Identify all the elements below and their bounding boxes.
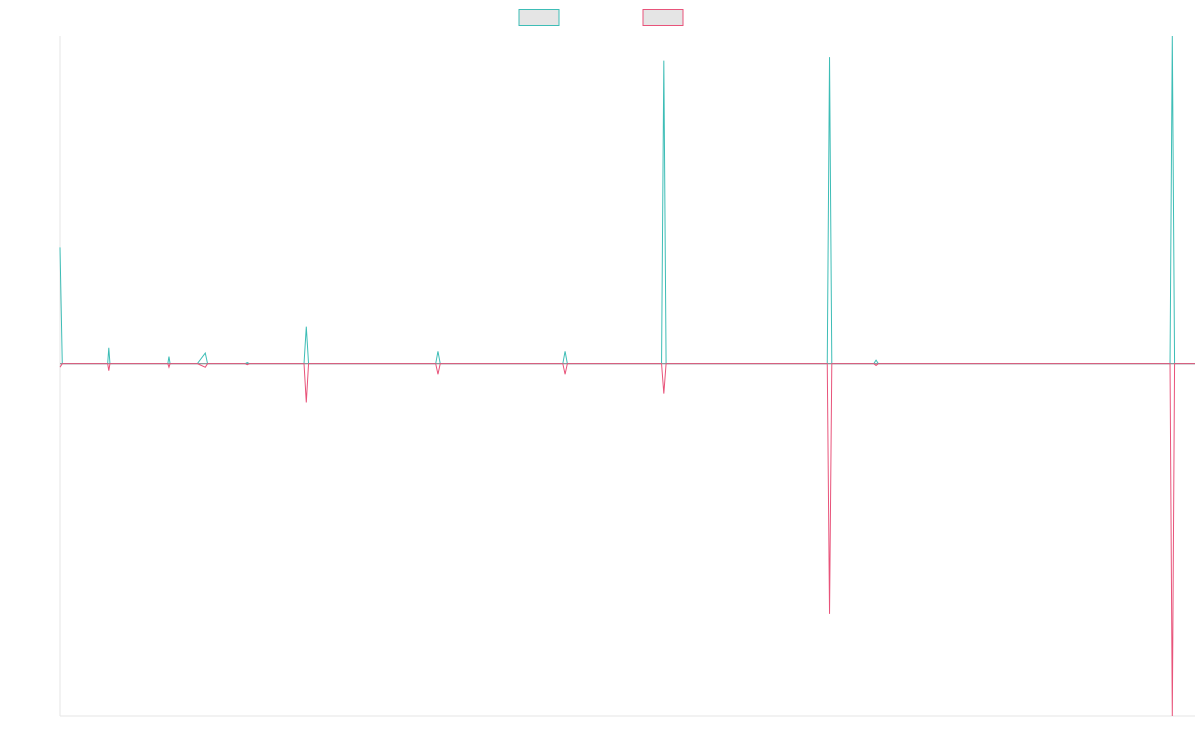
axes [59, 36, 1195, 717]
legend-item-1-swatch[interactable] [518, 9, 560, 26]
series-1-line [59, 35, 1195, 365]
legend [518, 9, 684, 26]
series-2-line [59, 363, 1195, 717]
plot-area [59, 35, 1195, 717]
legend-item-2-swatch[interactable] [642, 9, 684, 26]
